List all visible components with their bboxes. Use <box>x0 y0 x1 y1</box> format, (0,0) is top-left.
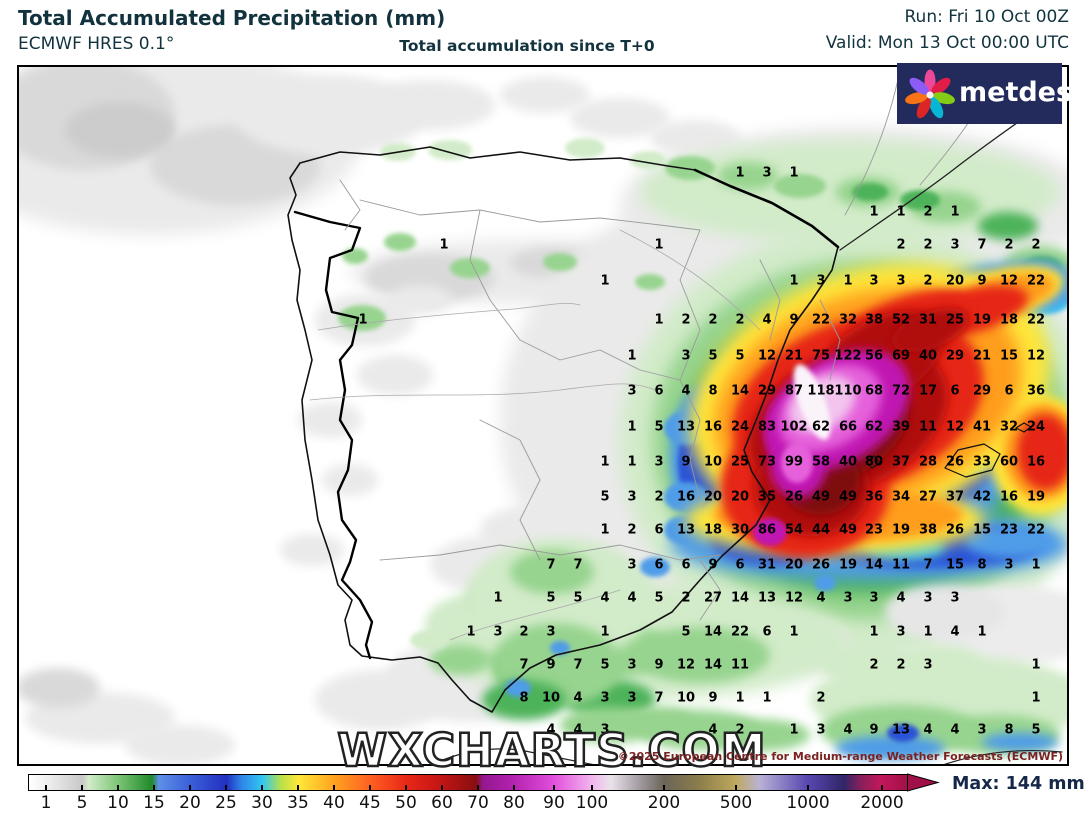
legend-tick <box>117 785 119 790</box>
page-title: Total Accumulated Precipitation (mm) <box>18 6 446 30</box>
legend-tick <box>81 785 83 790</box>
legend-tick-label: 80 <box>503 793 525 813</box>
legend-tick <box>45 785 47 790</box>
legend-tick <box>477 785 479 790</box>
legend-tick <box>189 785 191 790</box>
legend-tick-label: 35 <box>287 793 309 813</box>
copyright-notice: ©2025 European Centre for Medium-range W… <box>617 750 1063 763</box>
legend-tick <box>225 785 227 790</box>
valid-time-label: Valid: Mon 13 Oct 00:00 UTC <box>825 33 1069 53</box>
legend-tick-label: 50 <box>395 793 417 813</box>
legend-tick-label: 1 <box>40 793 52 813</box>
legend-tick-label: 200 <box>647 793 681 813</box>
legend-tick <box>735 785 737 790</box>
run-time-label: Run: Fri 10 Oct 00Z <box>904 7 1070 27</box>
legend-tick-label: 40 <box>323 793 345 813</box>
legend-tick <box>405 785 407 790</box>
legend-tick-label: 70 <box>467 793 489 813</box>
legend-arrow-icon <box>907 773 940 792</box>
legend-tick <box>369 785 371 790</box>
legend-tick-label: 10 <box>107 793 129 813</box>
legend-gradient-bar <box>28 774 908 791</box>
precipitation-shading <box>17 65 1069 765</box>
legend-tick-label: 60 <box>431 793 453 813</box>
legend-tick <box>297 785 299 790</box>
model-label: ECMWF HRES 0.1° <box>18 34 175 54</box>
legend-tick <box>591 785 593 790</box>
legend-tick <box>807 785 809 790</box>
map-canvas <box>17 65 1069 766</box>
legend-tick <box>553 785 555 790</box>
metdesk-logo-text: metdesk <box>959 77 1088 108</box>
legend-tick <box>881 785 883 790</box>
legend-tick <box>153 785 155 790</box>
color-scale-legend: Max: 144 mm 1 5 10 15 20 25 30 35 40 45 50 60 70 80 90… <box>0 770 1088 835</box>
precipitation-map <box>17 65 1069 766</box>
legend-tick <box>441 785 443 790</box>
legend-tick <box>333 785 335 790</box>
legend-tick <box>513 785 515 790</box>
accumulation-period-label: Total accumulation since T+0 <box>399 37 655 55</box>
legend-tick-label: 15 <box>143 793 165 813</box>
metdesk-logo: metdesk <box>897 63 1088 124</box>
legend-tick-label: 90 <box>543 793 565 813</box>
legend-tick-label: 45 <box>359 793 381 813</box>
legend-tick-label: 20 <box>179 793 201 813</box>
legend-tick-label: 1000 <box>786 793 830 813</box>
legend-tick <box>663 785 665 790</box>
legend-tick-label: 500 <box>719 793 753 813</box>
legend-tick-label: 2000 <box>860 793 904 813</box>
legend-max-value: Max: 144 mm <box>952 774 1085 794</box>
coastlines-and-borders <box>287 69 1063 766</box>
wxcharts-watermark: WXCHARTS.COM <box>336 723 767 779</box>
metdesk-flower-icon <box>905 69 955 119</box>
legend-tick-label: 30 <box>251 793 273 813</box>
legend-tick-label: 100 <box>575 793 609 813</box>
legend-tick <box>261 785 263 790</box>
legend-tick-label: 5 <box>76 793 88 813</box>
legend-tick-label: 25 <box>215 793 237 813</box>
map-frame-border <box>17 65 1069 766</box>
